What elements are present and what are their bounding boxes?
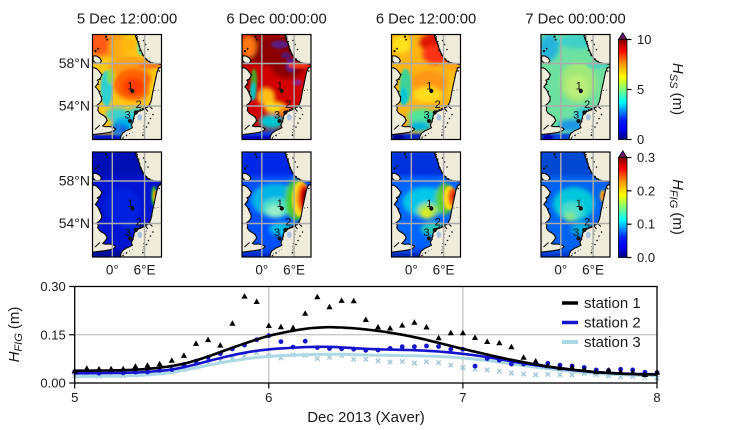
svg-text:0.0: 0.0 [637,250,655,265]
svg-text:0.00: 0.00 [40,376,65,391]
svg-text:3: 3 [274,227,280,239]
svg-text:58°N: 58°N [59,55,90,71]
svg-text:58°N: 58°N [59,173,90,189]
svg-text:54°N: 54°N [59,98,90,114]
svg-text:10: 10 [637,32,651,47]
svg-text:5: 5 [71,390,78,405]
svg-text:1: 1 [576,198,582,210]
svg-text:2: 2 [435,99,441,111]
svg-text:0°: 0° [255,263,268,278]
svg-text:2: 2 [136,99,142,111]
svg-text:6°E: 6°E [433,263,455,278]
svg-text:station 2: station 2 [584,315,641,332]
svg-text:6 Dec 12:00:00: 6 Dec 12:00:00 [376,12,476,28]
svg-text:6°E: 6°E [283,263,305,278]
svg-text:3: 3 [423,227,429,239]
svg-text:1: 1 [426,198,432,210]
svg-text:54°N: 54°N [59,215,90,231]
svg-text:3: 3 [124,227,130,239]
svg-text:Dec 2013 (Xaver): Dec 2013 (Xaver) [307,409,425,426]
svg-text:6°E: 6°E [134,263,156,278]
svg-text:1: 1 [127,198,133,210]
svg-text:3: 3 [573,227,579,239]
svg-text:3: 3 [124,110,130,122]
svg-text:2: 2 [584,217,590,229]
svg-text:station 3: station 3 [584,334,641,351]
svg-text:2: 2 [136,217,142,229]
svg-text:0°: 0° [405,263,418,278]
svg-text:5 Dec 12:00:00: 5 Dec 12:00:00 [77,12,177,28]
svg-text:6 Dec 00:00:00: 6 Dec 00:00:00 [226,12,326,28]
svg-text:0.30: 0.30 [40,279,65,294]
svg-text:0.3: 0.3 [637,150,655,165]
svg-text:2: 2 [285,217,291,229]
svg-text:HFIG (m): HFIG (m) [667,179,686,235]
svg-text:HSS (m): HSS (m) [667,63,686,115]
svg-text:1: 1 [576,81,582,93]
svg-text:7: 7 [459,390,466,405]
svg-text:1: 1 [127,81,133,93]
svg-text:3: 3 [573,110,579,122]
svg-text:8: 8 [653,390,660,405]
svg-text:0.2: 0.2 [637,183,655,198]
svg-text:2: 2 [584,99,590,111]
svg-text:6: 6 [265,390,272,405]
svg-text:HFIG (m): HFIG (m) [6,307,25,363]
svg-text:1: 1 [277,198,283,210]
svg-text:0: 0 [637,132,644,147]
svg-text:0.15: 0.15 [40,327,65,342]
svg-text:1: 1 [426,81,432,93]
svg-text:3: 3 [423,110,429,122]
svg-text:1: 1 [277,81,283,93]
svg-text:7 Dec 00:00:00: 7 Dec 00:00:00 [525,12,625,28]
svg-text:0°: 0° [554,263,567,278]
svg-text:0.1: 0.1 [637,217,655,232]
svg-text:0°: 0° [106,263,119,278]
svg-text:5: 5 [637,82,644,97]
svg-text:6°E: 6°E [582,263,604,278]
svg-text:3: 3 [274,110,280,122]
svg-text:station 1: station 1 [584,295,641,312]
svg-text:2: 2 [285,99,291,111]
svg-text:2: 2 [435,217,441,229]
